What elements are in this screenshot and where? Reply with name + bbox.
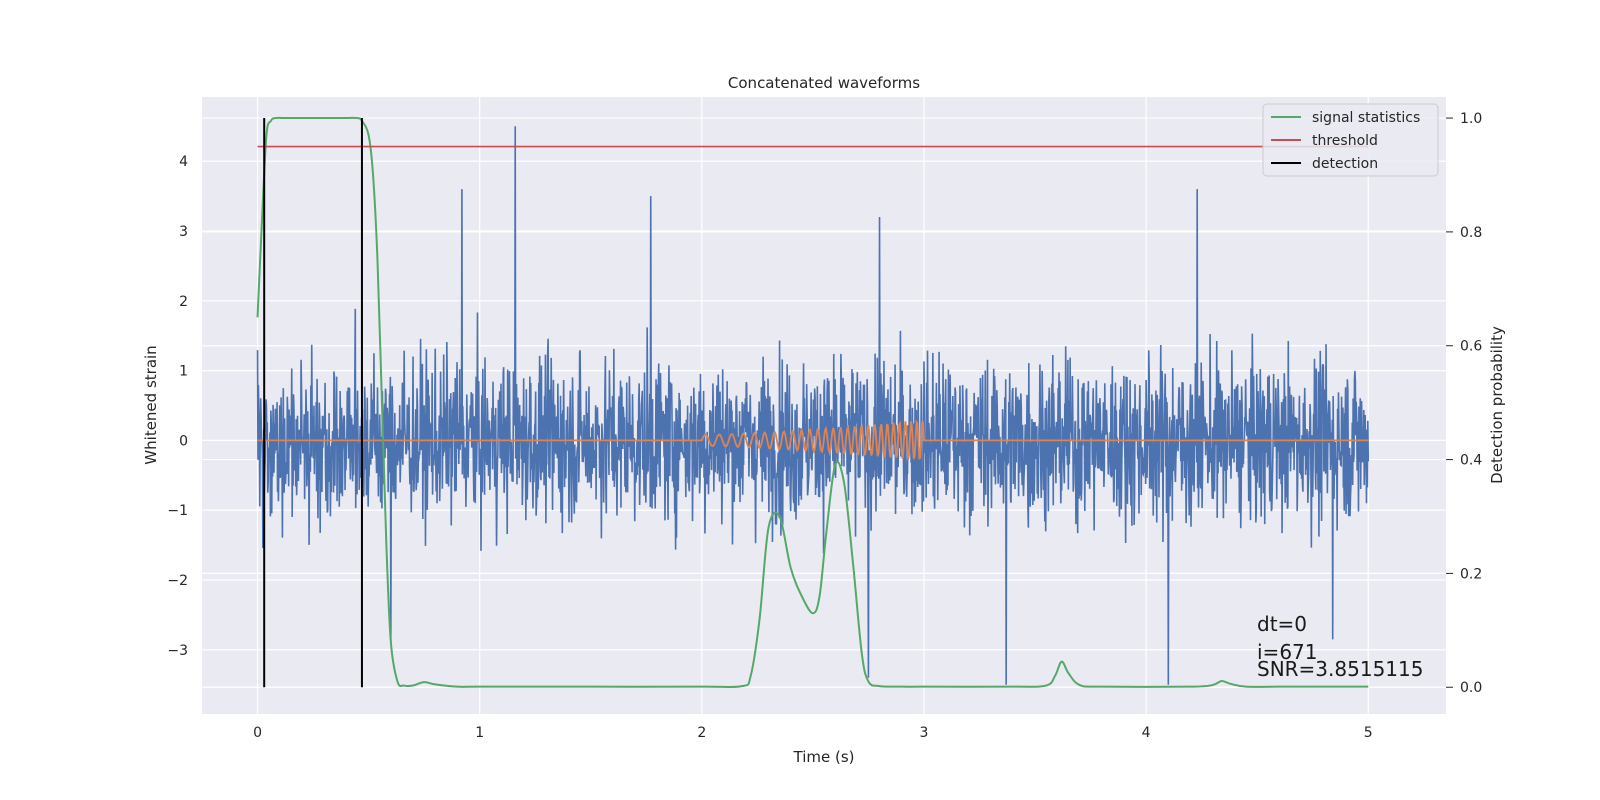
x-axis-label: Time (s) bbox=[793, 748, 855, 766]
injection-line bbox=[257, 419, 1369, 460]
y2-axis-label: Detection probability bbox=[1488, 326, 1506, 484]
signal-statistics-series bbox=[256, 116, 1369, 689]
y2-tick-label: 0.4 bbox=[1460, 453, 1482, 469]
y-tick-label: −3 bbox=[167, 643, 188, 659]
injection-series bbox=[257, 419, 1369, 460]
y-tick-label: 2 bbox=[179, 294, 188, 310]
x-tick-label: 4 bbox=[1142, 725, 1151, 741]
y2-tick-label: 0.8 bbox=[1460, 225, 1482, 241]
legend: signal statistics threshold detection bbox=[1262, 103, 1439, 177]
legend-label: detection bbox=[1312, 156, 1378, 172]
legend-label: threshold bbox=[1312, 133, 1378, 149]
x-tick-label: 5 bbox=[1364, 725, 1373, 741]
y-tick-label: 4 bbox=[179, 154, 188, 170]
x-tick-label: 3 bbox=[920, 725, 929, 741]
y-tick-label: 0 bbox=[179, 433, 188, 449]
y-axis-label: Whitened strain bbox=[142, 345, 160, 464]
x-axis-ticks: 0 1 2 3 4 5 bbox=[253, 725, 1373, 741]
signal-statistics-line bbox=[256, 116, 1369, 689]
y-tick-label: −2 bbox=[167, 573, 188, 589]
legend-label: signal statistics bbox=[1312, 110, 1420, 126]
y-tick-label: −1 bbox=[167, 503, 188, 519]
y-axis-ticks: −3 −2 −1 0 1 2 3 4 bbox=[167, 154, 188, 659]
y-tick-label: 3 bbox=[179, 224, 188, 240]
legend-box bbox=[1262, 103, 1439, 177]
y2-tick-label: 0.2 bbox=[1460, 566, 1482, 582]
x-tick-label: 0 bbox=[253, 725, 262, 741]
y2-tick-label: 0.0 bbox=[1460, 680, 1482, 696]
y2-tick-label: 1.0 bbox=[1460, 111, 1482, 127]
y2-axis-ticks: 0.0 0.2 0.4 0.6 0.8 1.0 bbox=[1446, 111, 1482, 696]
chart-title: Concatenated waveforms bbox=[728, 74, 920, 92]
annotation-snr: SNR=3.8515115 bbox=[1257, 657, 1423, 681]
annotation-index: i=671 bbox=[1257, 640, 1318, 664]
x-tick-label: 2 bbox=[697, 725, 706, 741]
detection-series bbox=[263, 118, 363, 688]
y-tick-label: 1 bbox=[179, 364, 188, 380]
x-tick-label: 1 bbox=[475, 725, 484, 741]
y2-tick-label: 0.6 bbox=[1460, 339, 1482, 355]
annotation-dt: dt=0 bbox=[1257, 612, 1307, 636]
